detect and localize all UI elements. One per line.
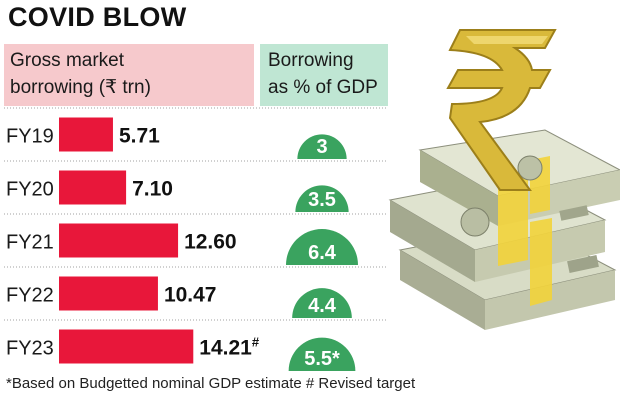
gdp-share-value-label: 6.4 [308, 242, 337, 264]
borrowing-value-label: 14.21# [199, 335, 260, 360]
borrowing-value-label: 10.47 [164, 284, 217, 307]
borrowing-bar [59, 170, 127, 205]
borrowing-bar [59, 117, 113, 152]
gdp-share-semicircle [286, 229, 358, 265]
borrowing-chart: FY19 5.71 3 FY20 7.10 3.5 FY21 12.60 6.4 FY22 10.4… [4, 107, 388, 371]
gdp-share-value-label: 4.4 [308, 295, 337, 317]
category-label: FY19 [6, 126, 54, 148]
header-borrowing-gdp: Borrowing as % of GDP [260, 44, 388, 106]
gdp-share-semicircle [297, 134, 347, 159]
borrowing-bar [59, 276, 158, 311]
category-label: FY20 [6, 179, 54, 201]
header-borrowing-gdp-line2: as % of GDP [268, 77, 378, 98]
rupee-money-illustration [388, 29, 620, 330]
category-label: FY21 [6, 232, 54, 254]
borrowing-value-label: 5.71 [119, 125, 160, 148]
borrowing-bar [59, 329, 194, 364]
borrowing-bar [59, 223, 179, 258]
gdp-share-value-label: 5.5* [304, 348, 340, 370]
borrowing-value-label: 12.60 [184, 231, 237, 254]
gdp-share-value-label: 3 [316, 136, 327, 158]
header-gross-borrowing-line1: Gross market [10, 50, 125, 71]
currency-notes-bundle-icon [388, 129, 620, 330]
category-label: FY22 [6, 285, 54, 307]
header-gross-borrowing: Gross market borrowing (₹ trn) [4, 44, 254, 106]
header-borrowing-gdp-line1: Borrowing [268, 50, 354, 71]
header-gross-borrowing-line2: borrowing (₹ trn) [10, 77, 151, 98]
chart-title: COVID BLOW [8, 2, 187, 32]
gdp-share-semicircle [295, 185, 349, 212]
borrowing-value-label: 7.10 [132, 178, 173, 201]
rupee-symbol-icon [446, 29, 557, 191]
gdp-share-semicircle [288, 337, 356, 371]
gdp-share-value-label: 3.5 [308, 189, 336, 211]
footnote: *Based on Budgetted nominal GDP estimate… [6, 375, 416, 392]
category-label: FY23 [6, 338, 54, 360]
gdp-share-semicircle [292, 288, 352, 318]
